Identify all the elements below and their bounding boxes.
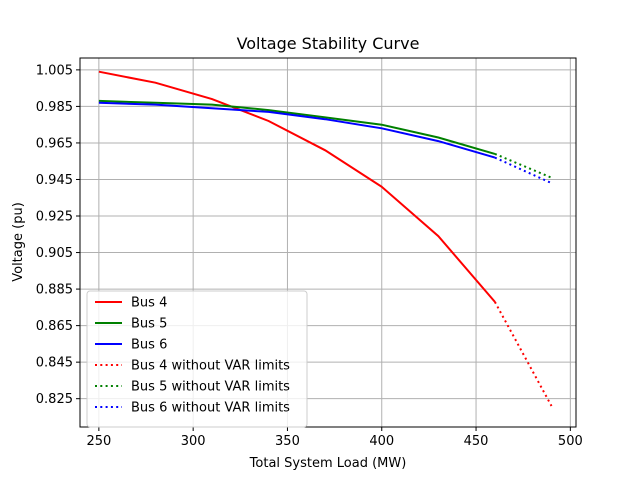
y-tick-label: 0.945 (36, 173, 73, 188)
grid-lines (80, 58, 576, 427)
legend-frame (86, 290, 308, 428)
y-axis-label: Voltage (pu) (11, 202, 26, 282)
y-tick-label: 0.965 (36, 136, 73, 151)
y-tick-label: 0.845 (36, 356, 73, 371)
x-tick-label: 450 (464, 434, 489, 449)
series-line-bus-4 (98, 70, 496, 303)
y-tick-label: 1.005 (36, 63, 73, 78)
x-ticks: 250 300 350 400 450 500 (86, 427, 583, 449)
y-tick-label: 0.865 (36, 319, 73, 334)
legend-label-bus-6-without-var-limits: Bus 6 without VAR limits (131, 401, 290, 416)
x-axis-label: Total System Load (MW) (249, 456, 407, 471)
series-line-bus-4-without-var-limits (494, 301, 553, 407)
y-tick-label: 0.825 (36, 392, 73, 407)
series-lines (98, 70, 553, 407)
legend-label-bus-5: Bus 5 (131, 317, 167, 332)
y-ticks: 1.005 0.985 0.965 0.945 0.925 0.905 0.885 0.865… (36, 63, 80, 407)
y-tick-label: 0.905 (36, 246, 73, 261)
legend-label-bus-5-without-var-limits: Bus 5 without VAR limits (131, 380, 290, 395)
series-line-bus-5-without-var-limits (494, 152, 552, 179)
plot-frame (79, 57, 577, 428)
legend: Bus 4 Bus 5 Bus 6 Bus 4 without VAR limits B… (86, 290, 308, 428)
series-line-bus-5 (98, 99, 496, 155)
series-line-bus-6 (98, 101, 496, 159)
y-tick-label: 0.985 (36, 100, 73, 115)
y-tick-label: 0.885 (36, 283, 73, 298)
x-tick-label: 250 (86, 434, 111, 449)
legend-label-bus-6: Bus 6 (131, 338, 167, 353)
legend-label-bus-4-without-var-limits: Bus 4 without VAR limits (131, 359, 290, 374)
x-tick-label: 350 (275, 434, 300, 449)
chart-title: Voltage Stability Curve (237, 34, 420, 53)
x-tick-label: 300 (181, 434, 206, 449)
x-tick-label: 500 (558, 434, 583, 449)
x-tick-label: 400 (369, 434, 394, 449)
legend-label-bus-4: Bus 4 (131, 296, 167, 311)
y-tick-label: 0.925 (36, 210, 73, 225)
